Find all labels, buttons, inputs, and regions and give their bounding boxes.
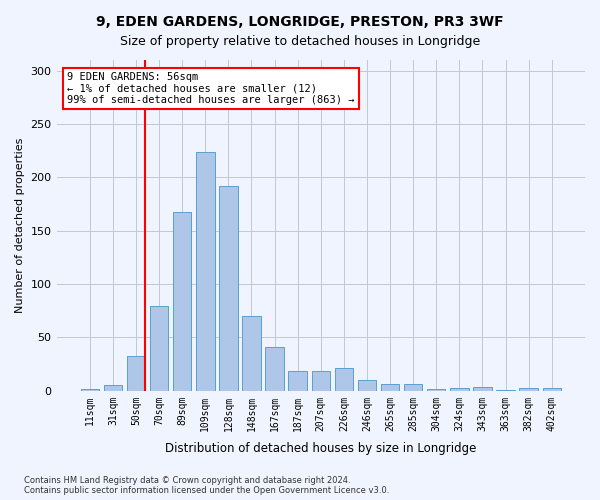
X-axis label: Distribution of detached houses by size in Longridge: Distribution of detached houses by size …	[165, 442, 476, 455]
Bar	[219, 186, 238, 391]
Bar	[473, 386, 491, 391]
Bar	[150, 306, 169, 391]
Bar	[404, 384, 422, 391]
Text: Size of property relative to detached houses in Longridge: Size of property relative to detached ho…	[120, 35, 480, 48]
Bar	[80, 388, 99, 391]
Bar	[358, 380, 376, 391]
Text: 9, EDEN GARDENS, LONGRIDGE, PRESTON, PR3 3WF: 9, EDEN GARDENS, LONGRIDGE, PRESTON, PR3…	[96, 15, 504, 29]
Text: Contains HM Land Registry data © Crown copyright and database right 2024.
Contai: Contains HM Land Registry data © Crown c…	[24, 476, 389, 495]
Bar	[542, 388, 561, 391]
Bar	[450, 388, 469, 391]
Bar	[242, 316, 261, 391]
Bar	[265, 347, 284, 391]
Bar	[196, 152, 215, 391]
Bar	[173, 212, 191, 391]
Bar	[496, 390, 515, 391]
Bar	[381, 384, 400, 391]
Y-axis label: Number of detached properties: Number of detached properties	[15, 138, 25, 313]
Bar	[335, 368, 353, 391]
Text: 9 EDEN GARDENS: 56sqm
← 1% of detached houses are smaller (12)
99% of semi-detac: 9 EDEN GARDENS: 56sqm ← 1% of detached h…	[67, 72, 355, 105]
Bar	[427, 388, 445, 391]
Bar	[104, 386, 122, 391]
Bar	[520, 388, 538, 391]
Bar	[311, 370, 330, 391]
Bar	[289, 370, 307, 391]
Bar	[127, 356, 145, 391]
